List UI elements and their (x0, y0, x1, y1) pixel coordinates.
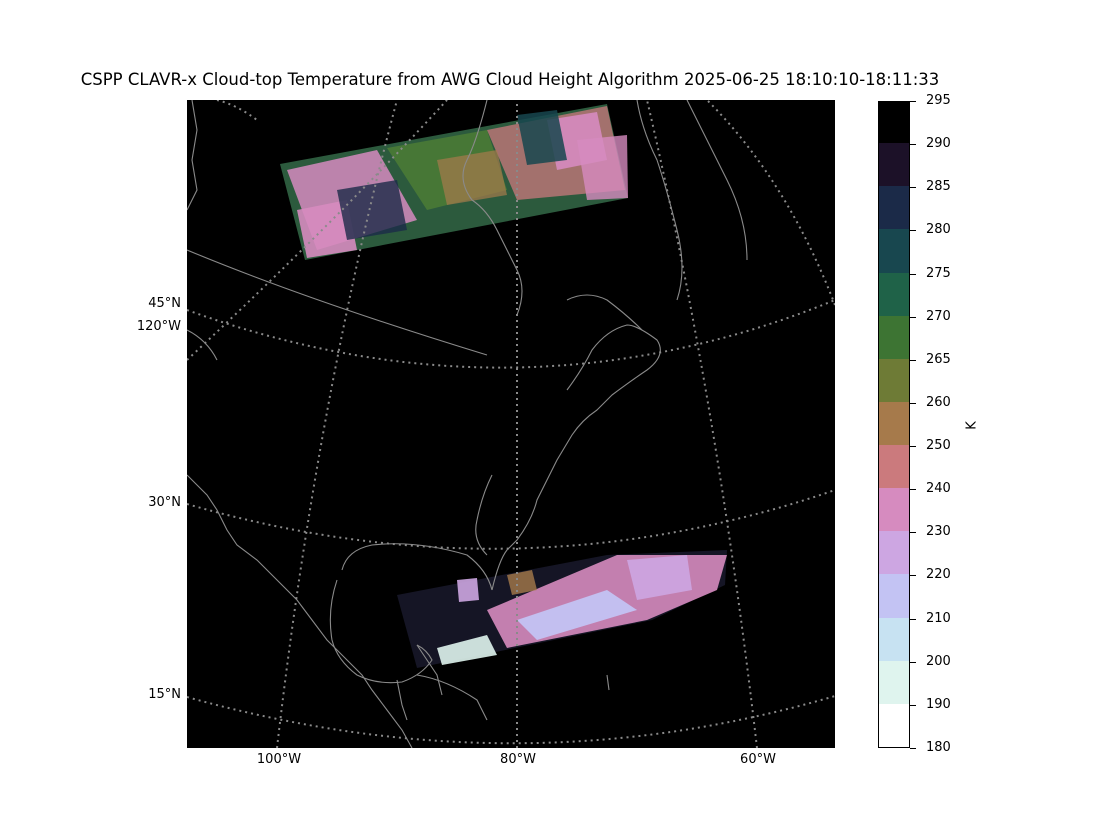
lon-label-80w: 80°W (500, 752, 536, 767)
colorbar-tick-label: 220 (926, 567, 951, 583)
colorbar-tick-label: 230 (926, 524, 951, 540)
lon-label-100w: 100°W (256, 752, 302, 767)
colorbar-tick (910, 618, 916, 620)
colorbar-tick (910, 101, 916, 102)
colorbar-tick-label: 190 (926, 696, 951, 712)
colorbar-tick (910, 402, 916, 404)
colorbar-tick (910, 144, 916, 146)
colorbar-tick-label: 200 (926, 653, 951, 669)
colorbar-tick (910, 489, 916, 491)
colorbar-segment (879, 358, 909, 402)
graticule (187, 100, 835, 748)
colorbar-segment (879, 487, 909, 532)
colorbar-tick (910, 575, 916, 577)
colorbar-segment (879, 185, 909, 230)
colorbar-tick-label: 285 (926, 179, 951, 195)
colorbar-segment (879, 660, 909, 704)
colorbar-segment (879, 102, 909, 144)
colorbar-segment (879, 228, 909, 273)
colorbar-segment (879, 142, 909, 187)
colorbar-tick-label: 210 (926, 610, 951, 626)
colorbar-segment (879, 401, 909, 446)
colorbar-tick-label: 280 (926, 222, 951, 238)
colorbar-tick (910, 748, 916, 749)
colorbar-segment (879, 530, 909, 575)
map-panel[interactable] (187, 100, 835, 748)
colorbar-label: K (964, 421, 980, 430)
colorbar-tick (910, 704, 916, 706)
coastlines (187, 100, 748, 748)
colorbar-tick-label: 295 (926, 93, 951, 108)
colorbar-tick (910, 273, 916, 275)
lat-label-45n: 45°N (148, 296, 181, 311)
colorbar-tick (910, 532, 916, 534)
colorbar-tick-label: 265 (926, 351, 951, 367)
map-title: CSPP CLAVR-x Cloud-top Temperature from … (80, 70, 940, 89)
colorbar-tick-label: 275 (926, 265, 951, 281)
colorbar-segment (879, 272, 909, 316)
colorbar-tick-label: 250 (926, 438, 951, 454)
cloud-swath-south (397, 550, 727, 668)
colorbar-tick (910, 316, 916, 318)
cloud-swath-north (280, 104, 628, 260)
colorbar-segment (879, 315, 909, 359)
colorbar-tick (910, 446, 916, 448)
lat-label-30n: 30°N (148, 495, 181, 510)
colorbar-tick-label: 290 (926, 136, 951, 152)
colorbar-tick-label: 240 (926, 481, 951, 497)
map-canvas (187, 100, 835, 748)
lon-label-120w: 120°W (136, 319, 181, 334)
colorbar-tick (910, 359, 916, 361)
colorbar-tick (910, 230, 916, 232)
colorbar-segment (879, 573, 909, 618)
colorbar-segment (879, 703, 909, 747)
lon-label-60w: 60°W (740, 752, 776, 767)
colorbar-segment (879, 617, 909, 661)
colorbar-tick-label: 260 (926, 394, 951, 410)
colorbar-tick-label: 270 (926, 308, 951, 324)
colorbar-tick (910, 661, 916, 663)
colorbar (878, 101, 910, 748)
colorbar-tick-label: 180 (926, 740, 951, 755)
colorbar-segment (879, 444, 909, 489)
lat-label-15n: 15°N (148, 687, 181, 702)
colorbar-tick (910, 187, 916, 189)
